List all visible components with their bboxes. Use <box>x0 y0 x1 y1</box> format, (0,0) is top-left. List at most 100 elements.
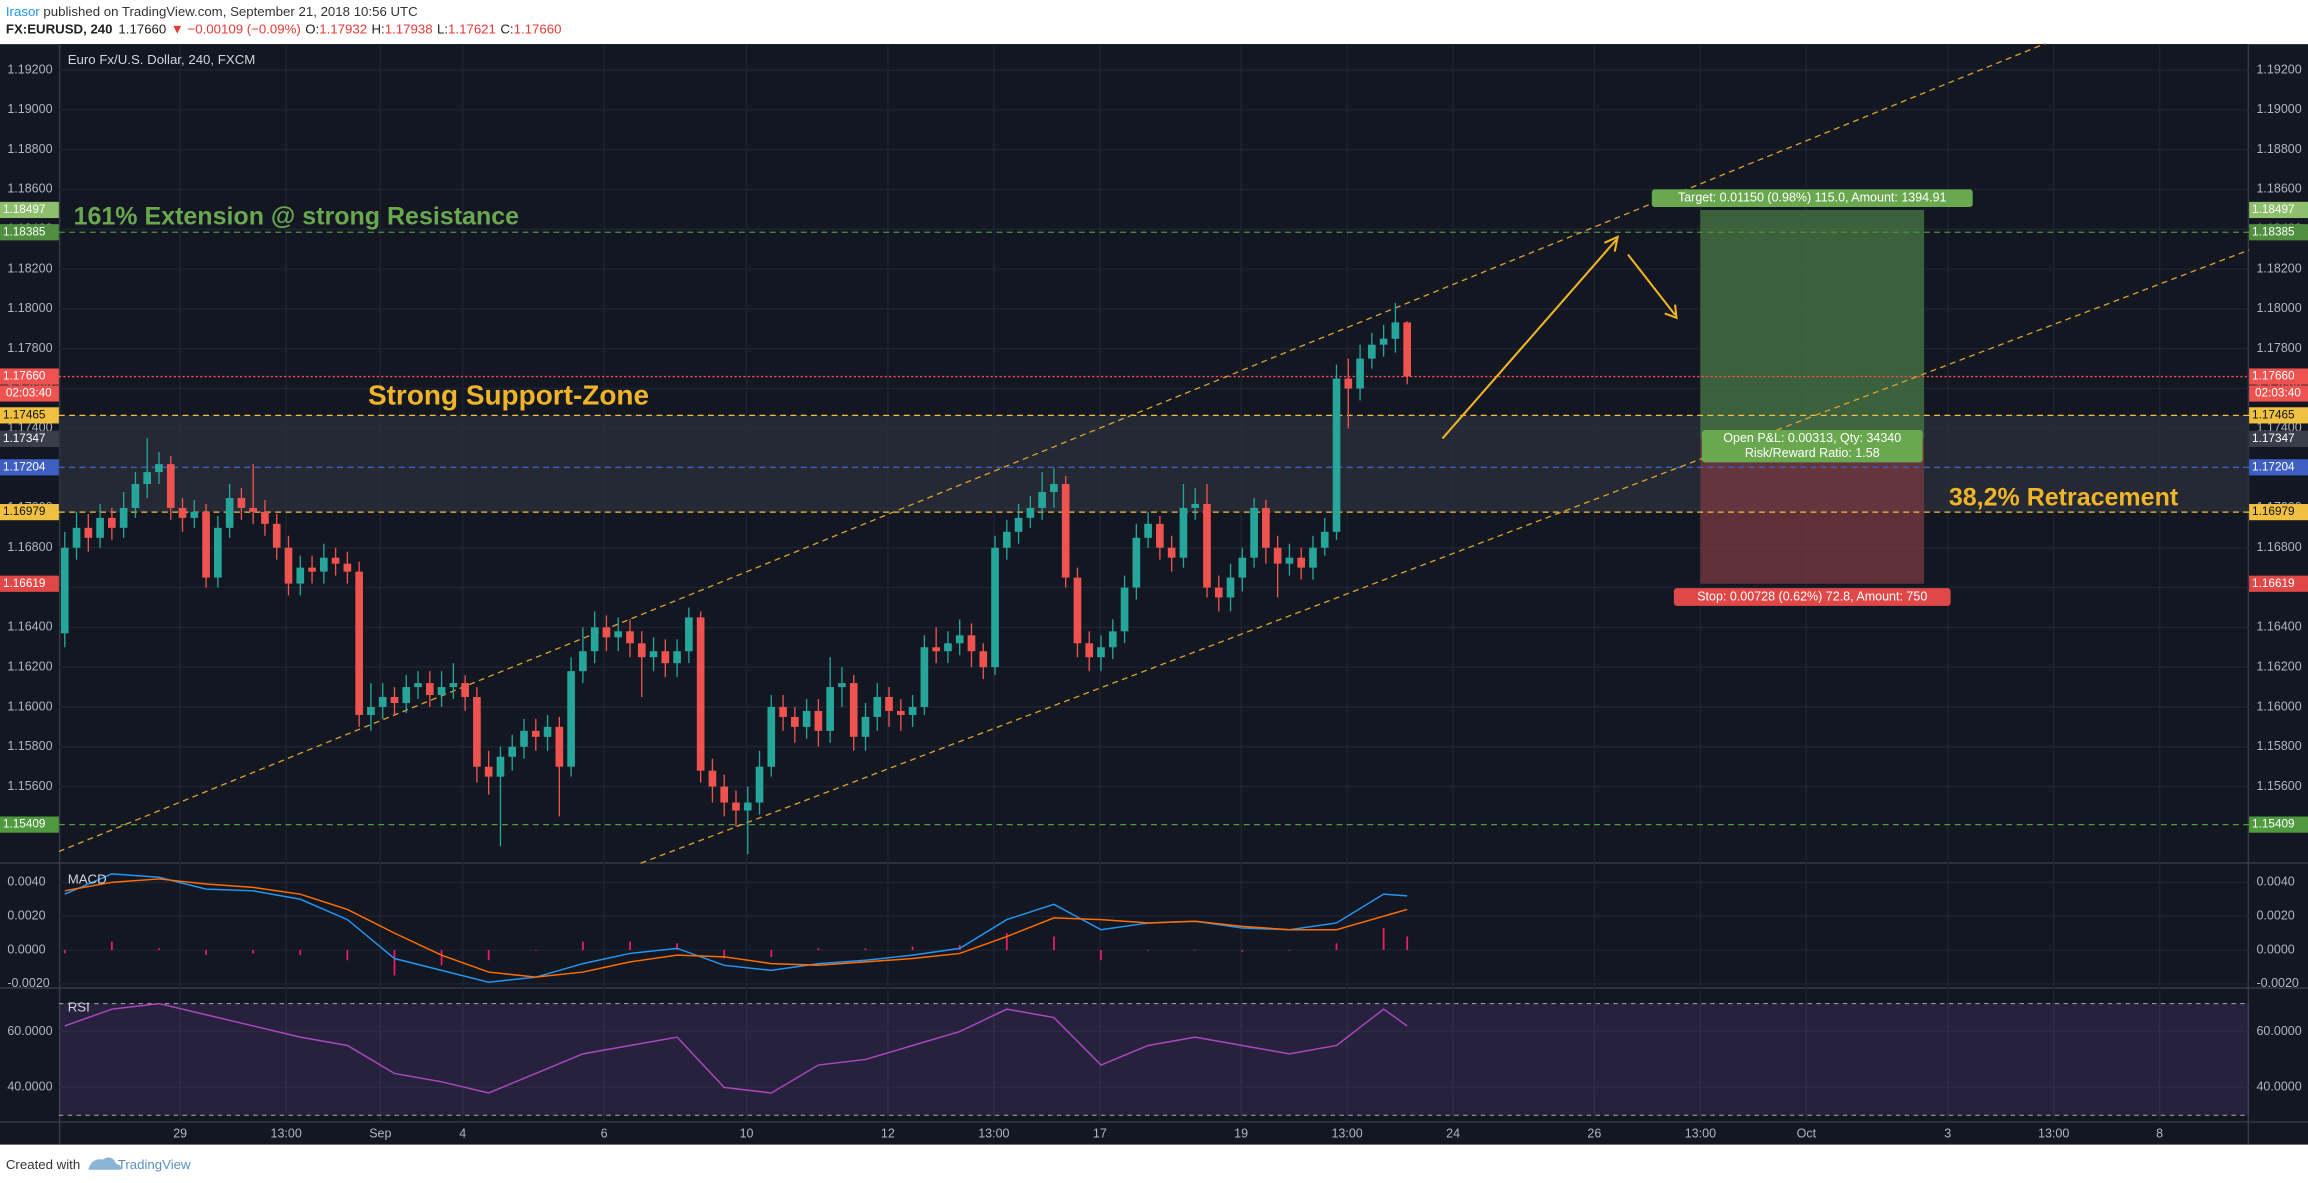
ohlc-value: 1.17932 <box>319 21 367 36</box>
level-box <box>0 407 59 424</box>
candle-body <box>1356 358 1364 389</box>
candle-body <box>579 651 587 672</box>
macd-histogram <box>770 950 773 957</box>
candle-body <box>1108 631 1117 648</box>
level-box <box>2249 816 2308 833</box>
candle-body <box>1132 537 1141 588</box>
y-tick-label: 40.0000 <box>2256 1080 2301 1094</box>
y-tick-label: 1.18200 <box>2256 261 2301 275</box>
x-tick-label: 13:00 <box>2038 1127 2069 1141</box>
candle-body <box>1391 322 1400 339</box>
candle-body <box>1403 322 1412 377</box>
footer-text: Created with <box>6 1157 80 1172</box>
macd-histogram <box>1241 950 1244 952</box>
candle-body <box>637 643 646 658</box>
y-tick-label: -0.0020 <box>7 976 49 990</box>
x-tick-label: 3 <box>1944 1127 1951 1141</box>
macd-histogram <box>1288 950 1291 951</box>
candle-body <box>1120 587 1129 632</box>
candle-body <box>508 746 517 757</box>
candle-body <box>473 697 481 767</box>
candle-body <box>261 511 269 524</box>
candle-body <box>1285 557 1294 564</box>
candle-body <box>826 687 835 731</box>
level-label: 1.18385 <box>3 225 46 238</box>
candle-body <box>1214 587 1223 598</box>
y-tick-label: 1.18600 <box>7 182 52 196</box>
candle-body <box>1085 643 1094 658</box>
level-box <box>0 575 59 592</box>
candle-body <box>873 697 882 717</box>
candle-body <box>108 517 116 528</box>
candle-body <box>437 687 446 696</box>
footer-brand[interactable]: TradingView <box>118 1157 191 1172</box>
y-tick-label: 60.0000 <box>7 1024 52 1038</box>
arrow-head <box>1664 304 1678 320</box>
candle-body <box>296 567 305 584</box>
level-label: 1.17204 <box>2252 460 2295 473</box>
candle-body <box>979 651 988 668</box>
candle-body <box>119 507 128 528</box>
level-box <box>0 816 59 833</box>
level-label: 1.15409 <box>3 818 46 831</box>
candle-body <box>767 706 776 767</box>
level-box <box>2249 575 2308 592</box>
candle-body <box>1226 577 1235 598</box>
x-tick-label: 24 <box>1446 1127 1460 1141</box>
candle-body <box>543 726 552 737</box>
candle-body <box>484 766 493 777</box>
labels: 29 13:00 Sep 4 6 10 12 13:00 17 19 13:00 24 26 13:00 O… <box>0 62 2308 1141</box>
y-tick-label: 1.18800 <box>7 142 52 156</box>
candle-body <box>531 730 540 737</box>
candle-body <box>743 802 752 811</box>
y-tick-label: 0.0040 <box>2256 875 2294 889</box>
candle-body <box>1156 523 1164 548</box>
candle-body <box>214 527 222 578</box>
y-tick-label: 1.16200 <box>7 659 52 673</box>
x-tick-label: 26 <box>1587 1127 1601 1141</box>
x-tick-label: Sep <box>369 1127 391 1141</box>
candle-body <box>1379 338 1388 345</box>
x-tick-label: 19 <box>1234 1127 1248 1141</box>
y-tick-label: 1.19200 <box>7 62 52 76</box>
level-label: 1.17660 <box>2252 370 2295 383</box>
macd-histogram <box>1147 950 1149 951</box>
symbol-line: FX:EURUSD, 240 1.17660 ▼ −0.00109 (−0.09%)… <box>6 21 562 36</box>
macd-histogram <box>817 948 820 951</box>
candle-body <box>755 766 764 803</box>
countdown-box <box>2249 385 2308 402</box>
level-label: 1.16979 <box>3 505 46 518</box>
level-box <box>2249 224 2308 241</box>
candle-body <box>1073 577 1082 644</box>
macd-histogram <box>1005 933 1008 951</box>
candle-body <box>343 563 352 572</box>
chart-title: Euro Fx/U.S. Dollar, 240, FXCM <box>68 52 256 67</box>
y-tick-label: 1.18200 <box>7 261 52 275</box>
macd-histogram <box>864 948 867 951</box>
level-label: 1.16619 <box>2252 577 2295 590</box>
level-box <box>0 201 59 219</box>
candle-body <box>1368 344 1376 359</box>
y-tick-label: 1.18000 <box>2256 301 2301 315</box>
candle-body <box>72 527 81 548</box>
candles <box>60 302 1412 855</box>
header-bg <box>0 0 2308 45</box>
candle-body <box>696 617 705 771</box>
author[interactable]: Irasor <box>6 3 40 18</box>
candle-body <box>155 464 163 473</box>
y-tick-label: 1.16400 <box>2256 620 2301 634</box>
level-label: 1.15409 <box>2252 818 2295 831</box>
x-tick-label: 29 <box>173 1127 187 1141</box>
y-tick-label: 1.18800 <box>2256 142 2301 156</box>
level-box <box>2249 430 2308 447</box>
candle-body <box>355 571 363 715</box>
logo <box>88 1157 121 1170</box>
candle-body <box>272 523 281 548</box>
candle-body <box>685 617 693 652</box>
candle-body <box>1097 647 1105 658</box>
candle-body <box>838 683 846 688</box>
level-label: 1.17465 <box>2252 408 2295 421</box>
y-tick-label: 1.17800 <box>2256 341 2301 355</box>
indicators <box>63 873 1409 1094</box>
y-tick-label: 0.0020 <box>7 908 45 922</box>
